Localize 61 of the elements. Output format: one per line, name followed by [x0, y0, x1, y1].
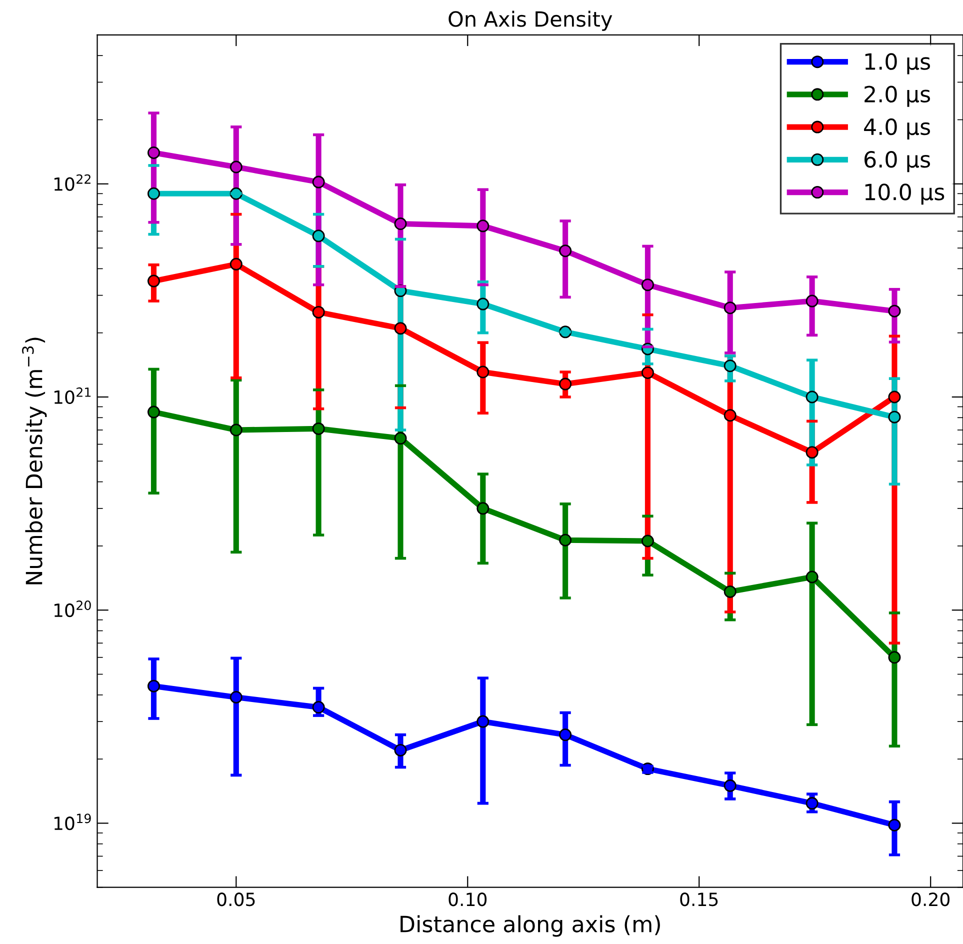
point [888, 651, 901, 664]
point [476, 366, 490, 378]
point [312, 422, 325, 435]
point [230, 160, 242, 174]
x-tick-label: 0.05 [217, 892, 255, 906]
point [476, 715, 490, 728]
legend-label: 10.0 μs [865, 184, 944, 205]
point [147, 274, 160, 288]
point [476, 220, 490, 232]
point [230, 258, 242, 270]
chart-title: On Axis Density [448, 10, 612, 31]
point [230, 690, 242, 704]
point [724, 302, 736, 314]
point [312, 306, 325, 318]
x-tick-label: 0.20 [912, 892, 950, 906]
point [806, 446, 818, 459]
x-tick-label: 0.10 [448, 892, 487, 906]
point [641, 534, 654, 548]
y-tick-label: 10$^{21}$ [54, 387, 91, 404]
point [641, 366, 654, 379]
y-tick-label: 10$^{19}$ [54, 814, 91, 830]
point [641, 278, 654, 292]
point [888, 818, 901, 832]
point [147, 146, 160, 159]
point [476, 502, 490, 515]
point [559, 728, 572, 742]
point [724, 360, 736, 372]
point [230, 424, 242, 436]
point [888, 410, 901, 424]
y-axis-title: Number Density (m$^{−3}$) [22, 338, 47, 584]
point [147, 406, 160, 418]
x-tick-label: 0.15 [680, 892, 718, 906]
y-tick-label: 10$^{22}$ [54, 174, 90, 191]
point [724, 779, 736, 792]
point [476, 298, 490, 310]
point [559, 378, 572, 390]
point [312, 176, 325, 188]
point [394, 432, 407, 445]
legend-label: 4.0 μs [864, 118, 930, 140]
x-axis-title: Distance along axis (m) [400, 915, 660, 937]
point [724, 409, 736, 422]
point [888, 304, 901, 318]
legend-label: 6.0 μs [864, 150, 930, 172]
point [888, 390, 901, 404]
point [559, 244, 572, 258]
point [394, 744, 407, 756]
point [312, 230, 325, 242]
point [147, 187, 160, 200]
point [806, 390, 818, 404]
point [559, 534, 572, 546]
point [394, 322, 407, 335]
point [724, 585, 736, 598]
point [147, 680, 160, 692]
point [806, 570, 818, 584]
legend-label: 1.0 μs [865, 53, 930, 74]
point [312, 701, 325, 714]
y-tick-label: 10$^{20}$ [54, 600, 91, 618]
point [394, 218, 407, 230]
point [806, 294, 818, 308]
legend-label: 2.0 μs [864, 86, 930, 107]
point [806, 797, 818, 810]
